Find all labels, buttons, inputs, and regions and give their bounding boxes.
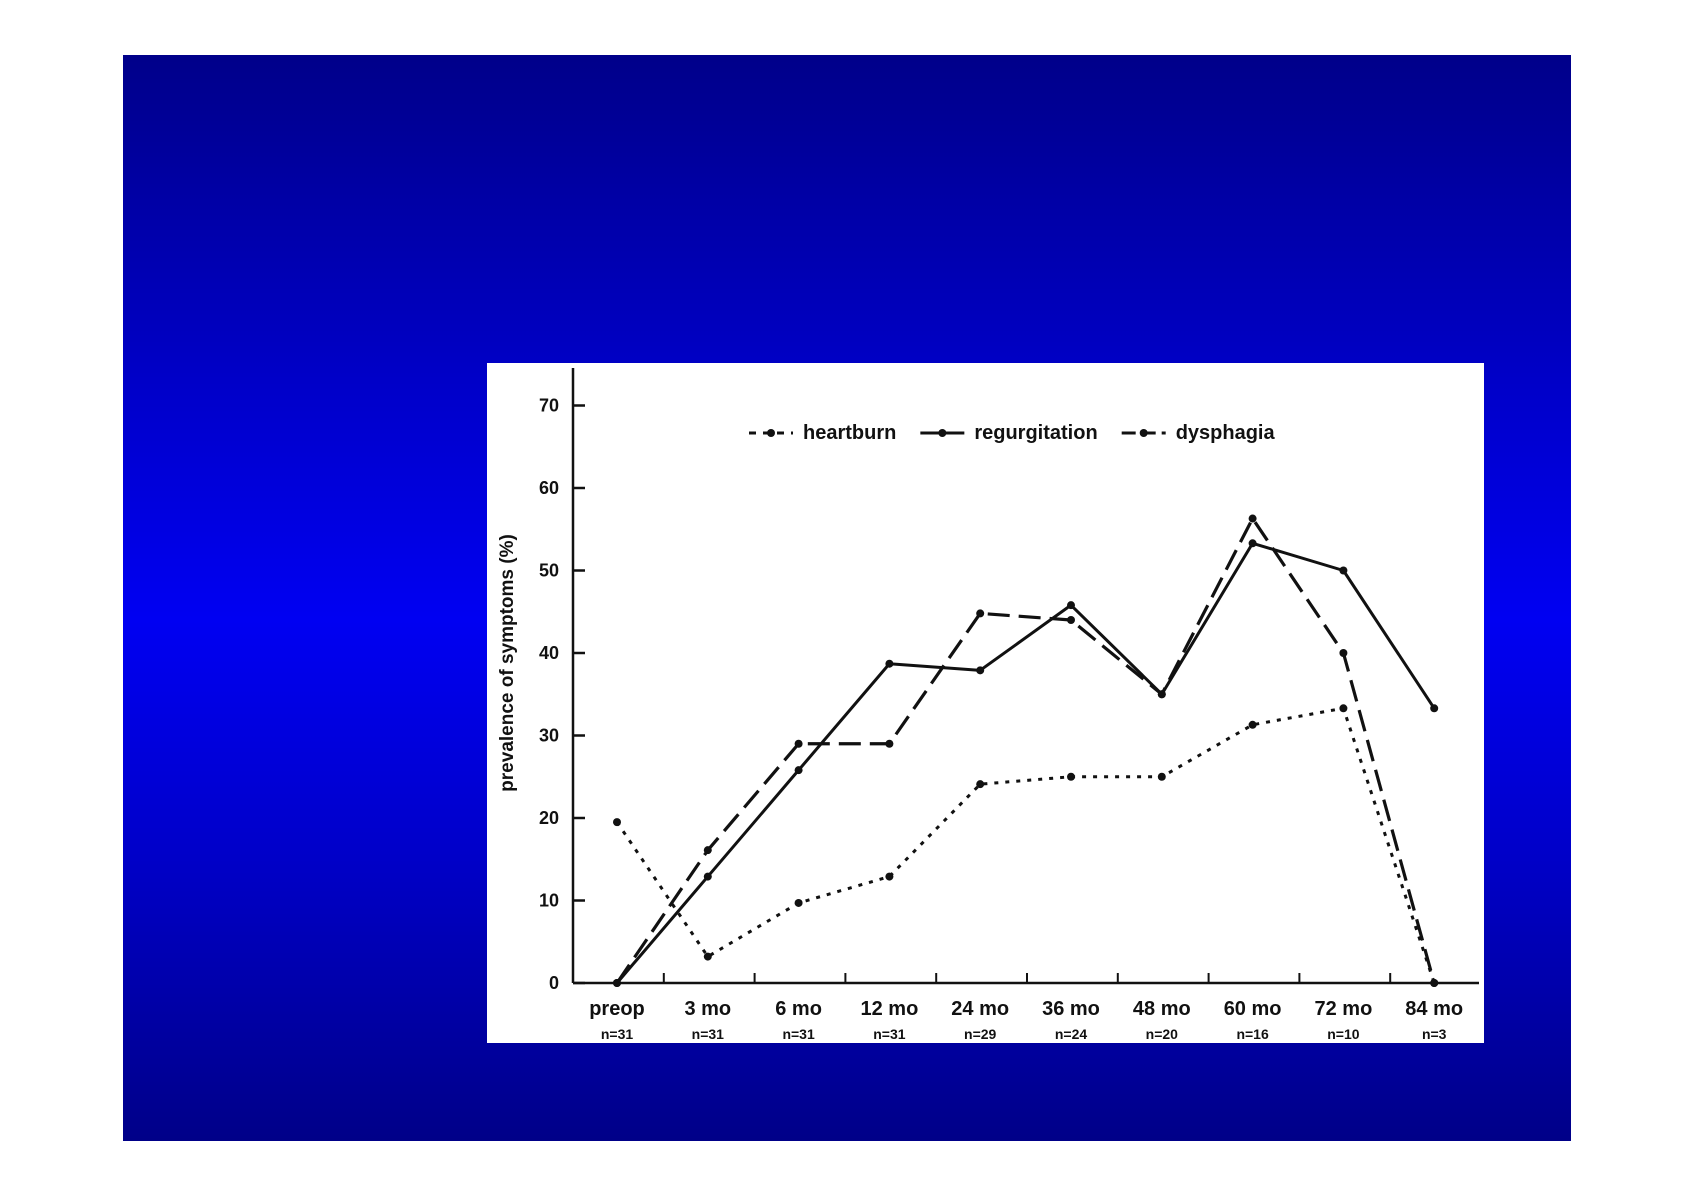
data-point-heartburn [794,898,803,907]
legend-label-heartburn: heartburn [803,422,896,444]
data-point-heartburn [1067,772,1075,781]
sample-size-label: n=20 [1146,1026,1179,1042]
legend-label-regurgitation: regurgitation [974,422,1097,444]
series-regurgitation [613,539,1439,987]
data-point-heartburn [1339,704,1348,713]
x-tick-label: 84 mo [1405,998,1463,1020]
series-dysphagia [613,514,1439,987]
data-point-dysphagia [794,739,803,748]
chart-panel: 0 10 20 30 40 50 60 70 preop n=31 3 mo n=31 6 mo n=31… [487,363,1484,1043]
sample-size-label: n=16 [1236,1026,1269,1042]
legend-item-regurgitation: regurgitation [920,422,1098,444]
legend-marker-heartburn [767,429,775,437]
x-tick-label: 48 mo [1133,998,1191,1020]
series-heartburn [613,704,1439,987]
slide-background: 0 10 20 30 40 50 60 70 preop n=31 3 mo n=31 6 mo n=31… [123,55,1571,1141]
y-tick-label: 60 [539,478,559,498]
x-tick-label: 12 mo [860,998,918,1020]
y-tick-label: 20 [539,808,559,828]
series-lines [613,514,1439,987]
x-tick-label: 36 mo [1042,998,1100,1020]
x-tick-label: 6 mo [775,998,822,1020]
sample-size-label: n=31 [873,1026,906,1042]
data-point-heartburn [885,872,894,881]
data-point-regurgitation [885,659,894,668]
legend: heartburn regurgitation dysphagia [749,422,1275,444]
sample-size-label: n=24 [1055,1026,1088,1042]
data-point-dysphagia [976,609,985,618]
data-point-heartburn [976,780,985,789]
y-tick-label: 10 [539,891,559,911]
x-tick-label: 60 mo [1224,998,1282,1020]
y-tick-label: 70 [539,396,559,416]
sample-size-label: n=31 [692,1026,725,1042]
x-tick-label: 3 mo [684,998,731,1020]
y-axis-title: prevalence of symptoms (%) [497,534,518,792]
data-point-regurgitation [1067,601,1075,610]
data-point-regurgitation [1430,704,1439,713]
data-point-regurgitation [1339,566,1348,575]
x-tick-label: preop [589,998,645,1020]
y-tick-label: 40 [539,643,559,663]
data-point-dysphagia [1248,514,1257,523]
legend-item-dysphagia: dysphagia [1121,422,1276,444]
data-point-dysphagia [613,979,621,987]
data-point-regurgitation [703,872,712,881]
x-tick-label: 72 mo [1314,998,1372,1020]
data-point-dysphagia [1157,690,1166,699]
data-point-heartburn [703,952,712,961]
data-point-dysphagia [1067,616,1075,624]
data-point-heartburn [1157,772,1166,781]
data-point-regurgitation [1248,539,1257,548]
sample-size-label: n=31 [782,1026,815,1042]
series-line-regurgitation [615,541,1436,984]
y-tick-label: 50 [539,561,559,581]
data-point-dysphagia [1339,649,1348,657]
x-tick-label: 24 mo [951,998,1009,1020]
data-point-heartburn [613,818,621,827]
legend-item-heartburn: heartburn [749,422,896,444]
data-point-dysphagia [703,846,712,855]
legend-marker-dysphagia [1139,429,1148,437]
data-point-heartburn [1248,720,1257,729]
data-point-regurgitation [794,766,803,775]
sample-size-label: n=31 [601,1026,634,1042]
y-tick-label: 30 [539,726,559,746]
sample-size-label: n=3 [1422,1026,1447,1042]
legend-label-dysphagia: dysphagia [1176,422,1276,444]
sample-size-label: n=29 [964,1026,997,1042]
data-point-dysphagia [885,739,894,748]
sample-size-label: n=10 [1327,1026,1360,1042]
legend-marker-regurgitation [938,429,947,437]
data-point-regurgitation [976,666,985,675]
series-line-dysphagia [615,516,1436,984]
data-point-dysphagia [1430,979,1439,987]
series-line-heartburn [615,706,1436,984]
y-tick-label: 0 [549,973,559,993]
